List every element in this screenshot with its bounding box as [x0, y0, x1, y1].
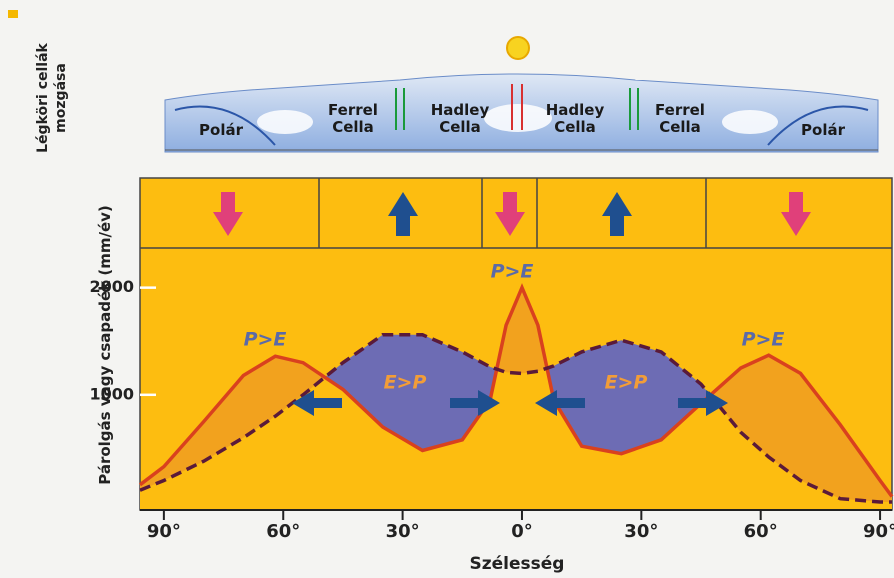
down-arrow: [781, 192, 811, 236]
corner-mark: [8, 10, 18, 18]
x-tick-label: 90°: [147, 521, 181, 542]
x-tick-label: 60°: [266, 521, 300, 542]
right-arrow: [450, 390, 500, 416]
x-tick-label: 60°: [744, 521, 778, 542]
flow: [174, 105, 276, 146]
series-line: [139, 333, 892, 504]
cloud: [257, 110, 313, 134]
annotation: P>E: [742, 329, 785, 351]
cell-label: Hadley Cella: [545, 101, 605, 136]
y-tick-label: 2000: [89, 277, 134, 296]
x-tick-label: 0°: [511, 521, 533, 542]
annotation: P>E: [491, 261, 534, 283]
x-tick-label: 30°: [386, 521, 420, 542]
left-arrow: [292, 390, 342, 416]
y-axis-label: Párolgás vagy csapadék (mm/év): [96, 205, 114, 485]
annotation: E>P: [605, 372, 648, 394]
cloud: [722, 110, 778, 134]
cloud: [484, 104, 552, 132]
up-arrow: [602, 192, 632, 236]
top-label: Légköri cellák mozgása: [35, 43, 69, 153]
plot: [138, 283, 894, 510]
cell-label: Ferrel Cella: [655, 101, 705, 136]
up-arrow: [388, 192, 418, 236]
y-tick-label: 1000: [89, 384, 134, 403]
flow: [767, 105, 869, 146]
right-arrow: [678, 390, 728, 416]
annotation: P>E: [244, 329, 287, 351]
series-line: [138, 283, 894, 498]
sun: [506, 36, 530, 60]
annotation: E>P: [384, 372, 427, 394]
cell-label: Polár: [199, 121, 243, 139]
down-arrow: [495, 192, 525, 236]
cell-label: Polár: [801, 121, 845, 139]
x-tick-label: 90°: [863, 521, 894, 542]
cell-label: Hadley Cella: [430, 101, 490, 136]
left-arrow: [535, 390, 585, 416]
x-axis-label: Szélesség: [470, 554, 565, 574]
down-arrow: [213, 192, 243, 236]
x-tick-label: 30°: [624, 521, 658, 542]
cell-label: Ferrel Cella: [328, 101, 378, 136]
